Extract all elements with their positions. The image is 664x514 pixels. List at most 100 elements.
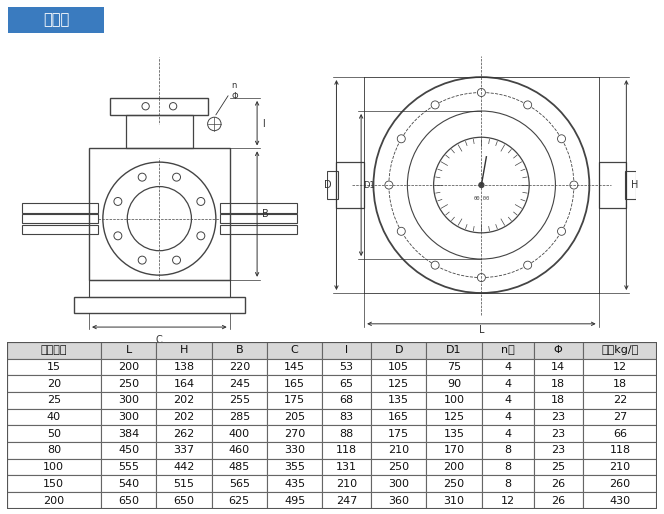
Text: 515: 515	[173, 479, 195, 489]
Text: 80: 80	[46, 446, 61, 455]
Bar	[327, 171, 338, 199]
Bar	[220, 214, 297, 223]
Bar	[582, 475, 657, 492]
Text: 4: 4	[504, 429, 511, 438]
Bar	[582, 392, 657, 409]
Text: 355: 355	[284, 462, 305, 472]
Text: 210: 210	[336, 479, 357, 489]
Text: 202: 202	[173, 412, 195, 422]
Bar	[212, 375, 267, 392]
Bar	[7, 409, 101, 426]
Bar	[426, 458, 481, 475]
Text: 18: 18	[551, 395, 565, 405]
Text: 310: 310	[444, 495, 465, 505]
Bar	[267, 442, 322, 458]
Text: 175: 175	[388, 429, 409, 438]
Circle shape	[142, 103, 149, 110]
Text: D1: D1	[363, 180, 374, 190]
Text: 650: 650	[173, 495, 195, 505]
Bar	[598, 162, 626, 208]
Circle shape	[524, 101, 532, 109]
Text: 20: 20	[46, 379, 61, 389]
Bar	[582, 442, 657, 458]
Circle shape	[173, 256, 181, 264]
Bar	[481, 392, 534, 409]
Bar	[426, 342, 481, 359]
Bar	[582, 492, 657, 509]
Text: 12: 12	[613, 362, 627, 372]
Text: 170: 170	[444, 446, 465, 455]
Text: 650: 650	[118, 495, 139, 505]
Text: 400: 400	[228, 429, 250, 438]
Text: 25: 25	[551, 462, 565, 472]
Text: 460: 460	[228, 446, 250, 455]
Bar	[426, 359, 481, 375]
Text: 135: 135	[444, 429, 465, 438]
Bar	[534, 359, 582, 375]
Bar	[7, 492, 101, 509]
Bar	[625, 171, 635, 199]
Bar	[426, 475, 481, 492]
Bar	[582, 426, 657, 442]
Bar	[7, 342, 101, 359]
Bar	[110, 98, 208, 115]
Bar	[322, 492, 371, 509]
Text: 555: 555	[118, 462, 139, 472]
Bar	[534, 426, 582, 442]
Text: 公称通径: 公称通径	[41, 345, 67, 355]
Text: 300: 300	[388, 479, 409, 489]
Bar	[534, 342, 582, 359]
Text: 220: 220	[228, 362, 250, 372]
Text: 200: 200	[444, 462, 465, 472]
Text: 8: 8	[504, 446, 511, 455]
Bar	[481, 442, 534, 458]
Text: 150: 150	[43, 479, 64, 489]
Circle shape	[558, 227, 566, 235]
Bar	[481, 426, 534, 442]
Bar	[267, 426, 322, 442]
Text: 重量kg/台: 重量kg/台	[602, 345, 639, 355]
Circle shape	[477, 88, 485, 97]
Text: 262: 262	[173, 429, 195, 438]
Text: 105: 105	[388, 362, 409, 372]
Text: 125: 125	[444, 412, 465, 422]
Bar	[582, 409, 657, 426]
Bar	[212, 442, 267, 458]
Bar	[7, 458, 101, 475]
Text: 75: 75	[447, 362, 461, 372]
Text: 260: 260	[610, 479, 631, 489]
Text: 00.00: 00.00	[473, 196, 489, 201]
Bar	[212, 426, 267, 442]
Text: 565: 565	[229, 479, 250, 489]
Text: H: H	[180, 345, 188, 355]
Bar	[322, 342, 371, 359]
Circle shape	[477, 273, 485, 282]
Text: l: l	[262, 119, 264, 129]
Text: 210: 210	[610, 462, 631, 472]
Bar	[125, 115, 193, 149]
Text: 435: 435	[284, 479, 305, 489]
Bar	[426, 409, 481, 426]
Bar	[267, 342, 322, 359]
Circle shape	[138, 256, 146, 264]
Text: 23: 23	[551, 412, 565, 422]
Text: 8: 8	[504, 462, 511, 472]
Text: C: C	[291, 345, 298, 355]
Circle shape	[524, 261, 532, 269]
Bar	[267, 359, 322, 375]
Bar	[156, 475, 212, 492]
Text: 22: 22	[613, 395, 627, 405]
Text: 88: 88	[339, 429, 354, 438]
Text: 135: 135	[388, 395, 409, 405]
Text: 210: 210	[388, 446, 409, 455]
Bar	[322, 409, 371, 426]
Text: B: B	[262, 209, 268, 219]
Text: H: H	[631, 180, 638, 190]
Bar	[481, 342, 534, 359]
Bar	[7, 475, 101, 492]
Circle shape	[114, 197, 122, 206]
Bar	[7, 375, 101, 392]
Circle shape	[169, 103, 177, 110]
Bar	[582, 458, 657, 475]
Bar	[156, 426, 212, 442]
